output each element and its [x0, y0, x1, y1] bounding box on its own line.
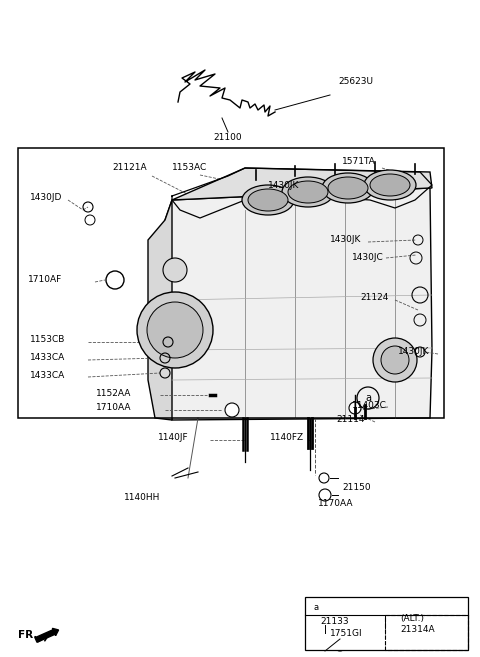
Text: 1430JC: 1430JC — [352, 254, 384, 263]
Text: 1433CA: 1433CA — [30, 371, 65, 380]
Text: a: a — [313, 602, 319, 612]
Text: 1571TA: 1571TA — [342, 158, 376, 166]
Text: 21133: 21133 — [320, 618, 348, 627]
Text: 1430JD: 1430JD — [30, 194, 62, 202]
Ellipse shape — [242, 185, 294, 215]
Text: 1430JK: 1430JK — [268, 181, 300, 189]
Text: 1430JK: 1430JK — [330, 235, 361, 244]
Ellipse shape — [328, 177, 368, 199]
Circle shape — [147, 302, 203, 358]
Text: 1140HH: 1140HH — [124, 493, 160, 503]
Circle shape — [373, 338, 417, 382]
Ellipse shape — [288, 181, 328, 203]
Circle shape — [106, 271, 124, 289]
Text: 1170AA: 1170AA — [318, 499, 353, 509]
Text: 25623U: 25623U — [338, 78, 373, 87]
Circle shape — [163, 258, 187, 282]
Text: 1710AA: 1710AA — [96, 403, 132, 413]
Ellipse shape — [248, 189, 288, 211]
Text: 1430JK: 1430JK — [398, 348, 430, 357]
Text: FR.: FR. — [18, 630, 37, 640]
Text: a: a — [365, 393, 371, 403]
Circle shape — [319, 489, 331, 501]
Circle shape — [381, 346, 409, 374]
FancyArrow shape — [35, 628, 59, 643]
Text: 1140FZ: 1140FZ — [270, 434, 304, 443]
Text: 21314A: 21314A — [400, 625, 434, 635]
Bar — [385, 615, 468, 650]
Polygon shape — [165, 188, 432, 420]
Text: 21121A: 21121A — [112, 164, 146, 173]
Circle shape — [225, 403, 239, 417]
Polygon shape — [148, 200, 172, 420]
Text: 21124: 21124 — [360, 294, 388, 302]
Polygon shape — [172, 168, 432, 200]
Text: 21114: 21114 — [336, 415, 364, 424]
Text: 1751GI: 1751GI — [330, 629, 362, 639]
Circle shape — [349, 402, 361, 414]
Ellipse shape — [282, 177, 334, 207]
Text: 1140JF: 1140JF — [158, 434, 189, 443]
Ellipse shape — [370, 174, 410, 196]
Circle shape — [137, 292, 213, 368]
Ellipse shape — [322, 173, 374, 203]
Text: 21100: 21100 — [214, 133, 242, 143]
Text: 1710AF: 1710AF — [28, 275, 62, 284]
Text: 1152AA: 1152AA — [96, 388, 132, 397]
Text: 11403C: 11403C — [352, 401, 387, 409]
Bar — [18, 148, 444, 418]
Text: 1433CA: 1433CA — [30, 353, 65, 363]
Text: 21150: 21150 — [342, 484, 371, 493]
Text: (ALT.): (ALT.) — [400, 614, 424, 623]
Bar — [305, 597, 468, 650]
Ellipse shape — [364, 170, 416, 200]
Text: 1153AC: 1153AC — [172, 164, 207, 173]
Text: 1153CB: 1153CB — [30, 336, 65, 344]
